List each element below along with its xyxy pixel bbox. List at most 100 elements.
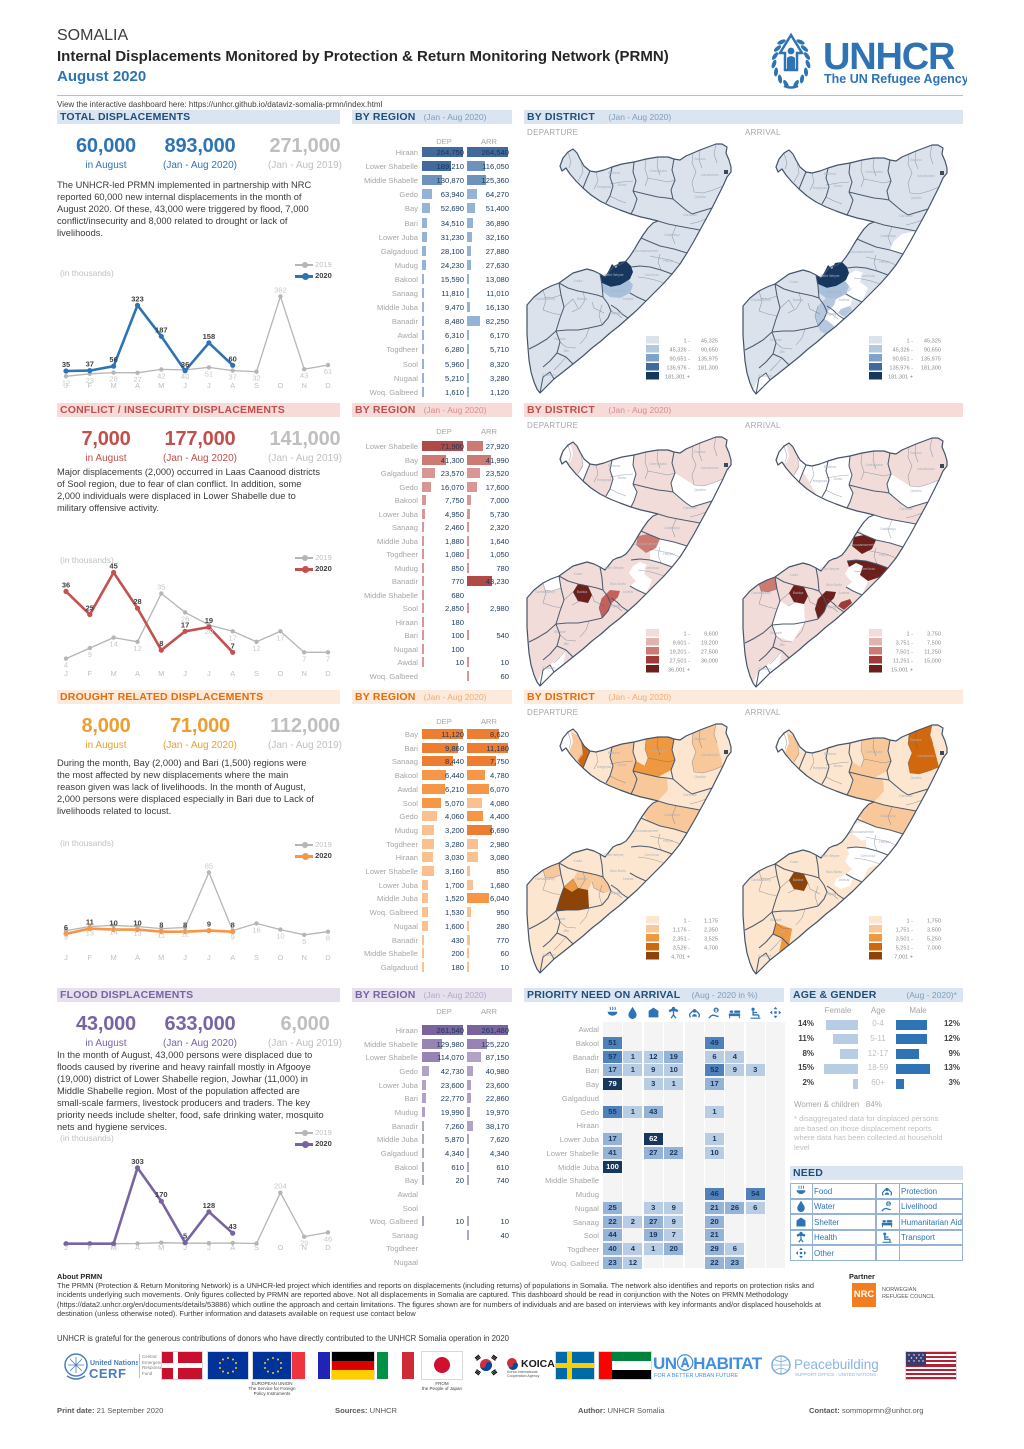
svg-text:J: J (207, 1243, 211, 1252)
svg-text:Burco: Burco (834, 184, 843, 188)
svg-text:M: M (110, 1243, 116, 1252)
svg-text:Hargeysa: Hargeysa (597, 185, 612, 189)
svg-text:Hargeysa: Hargeysa (813, 186, 828, 190)
svg-text:Gaalkacyo: Gaalkacyo (664, 813, 680, 817)
svg-text:61: 61 (324, 367, 332, 376)
svg-text:8: 8 (159, 921, 163, 930)
svg-text:Bu aale: Bu aale (770, 338, 782, 342)
svg-text:Hobyo: Hobyo (663, 839, 673, 843)
svg-text:A: A (230, 381, 235, 390)
svg-text:Jowhar: Jowhar (623, 877, 635, 881)
svg-text:Bulo Burto: Bulo Burto (610, 869, 626, 873)
svg-text:D: D (325, 669, 331, 678)
svg-text:J: J (207, 953, 211, 962)
svg-text:28: 28 (109, 375, 117, 384)
svg-text:Ceel buur: Ceel buur (645, 566, 661, 570)
svg-text:Garbahaarey: Garbahaarey (535, 297, 555, 301)
svg-text:Ceerigaabo: Ceerigaabo (649, 749, 667, 753)
svg-text:M: M (110, 953, 116, 962)
svg-text:Garbahaarey: Garbahaarey (751, 298, 771, 302)
svg-text:Garbahaarey: Garbahaarey (751, 878, 771, 882)
svg-text:Belet Weyne: Belet Weyne (604, 566, 623, 570)
svg-text:Berbera: Berbera (608, 171, 620, 175)
svg-text:29: 29 (300, 1239, 308, 1248)
svg-text:23: 23 (86, 376, 94, 385)
svg-text:Bu aale: Bu aale (554, 630, 566, 634)
svg-text:Iskushuban: Iskushuban (917, 467, 934, 471)
svg-text:11,250: 11,250 (924, 650, 941, 656)
svg-text:45,325: 45,325 (924, 339, 941, 345)
svg-text:Burco: Burco (618, 476, 627, 480)
svg-text:14: 14 (109, 640, 117, 649)
svg-text:Jilib: Jilib (779, 930, 785, 934)
svg-text:35: 35 (62, 360, 70, 369)
svg-text:UNHCR: UNHCR (823, 36, 955, 78)
svg-text:M: M (158, 381, 164, 390)
svg-text:S: S (254, 953, 259, 962)
svg-text:Ceel buur: Ceel buur (861, 567, 877, 571)
svg-text:FOR A BETTER URBAN FUTURE: FOR A BETTER URBAN FUTURE (654, 1373, 738, 1379)
svg-text:27,501 -: 27,501 - (669, 659, 690, 665)
svg-text:Ceel buur: Ceel buur (645, 853, 661, 857)
svg-text:Xudur: Xudur (573, 572, 583, 576)
svg-text:Iskushuban: Iskushuban (701, 173, 718, 177)
svg-text:Afgooye: Afgooye (610, 891, 623, 895)
svg-text:170: 170 (155, 1190, 168, 1199)
svg-text:158: 158 (203, 332, 216, 341)
svg-text:323: 323 (131, 294, 144, 303)
svg-text:20: 20 (205, 627, 213, 636)
svg-text:Qardho: Qardho (910, 196, 921, 200)
svg-text:187: 187 (155, 325, 168, 334)
svg-text:3,525: 3,525 (704, 937, 718, 943)
svg-text:Garoowe: Garoowe (683, 213, 697, 217)
svg-text:90,650: 90,650 (924, 348, 941, 354)
svg-text:J: J (64, 669, 68, 678)
svg-text:26: 26 (181, 614, 189, 623)
svg-text:1,750: 1,750 (927, 919, 941, 925)
svg-text:Ceerigaabo: Ceerigaabo (649, 462, 667, 466)
svg-text:Belet Weyne: Belet Weyne (820, 567, 839, 571)
svg-text:J: J (64, 381, 68, 390)
svg-text:Dhuusamarreeb: Dhuusamarreeb (850, 543, 874, 547)
svg-text:J: J (207, 669, 211, 678)
svg-text:J: J (183, 669, 187, 678)
svg-text:Burco: Burco (618, 183, 627, 187)
svg-text:Ceel buur: Ceel buur (861, 274, 877, 278)
svg-text:1 -: 1 - (906, 339, 913, 345)
svg-text:11: 11 (86, 918, 94, 927)
svg-text:Burco: Burco (834, 764, 843, 768)
svg-text:5: 5 (302, 937, 306, 946)
svg-text:45,326 -: 45,326 - (892, 348, 913, 354)
svg-text:Garoowe: Garoowe (899, 214, 913, 218)
svg-text:9,601 -: 9,601 - (673, 641, 691, 647)
svg-text:45,326 -: 45,326 - (669, 348, 690, 354)
svg-text:Bu aale: Bu aale (770, 631, 782, 635)
svg-text:D: D (325, 381, 331, 390)
svg-text:9: 9 (231, 933, 235, 942)
svg-text:Dhuusamarreeb: Dhuusamarreeb (634, 249, 658, 253)
svg-text:Jilib: Jilib (563, 929, 569, 933)
svg-text:6: 6 (64, 923, 68, 932)
svg-text:204: 204 (274, 1182, 287, 1191)
svg-text:J: J (64, 953, 68, 962)
svg-text:Jilib: Jilib (563, 642, 569, 646)
svg-text:Xudur: Xudur (573, 859, 583, 863)
svg-text:Belet Weyne: Belet Weyne (820, 274, 839, 278)
svg-text:12: 12 (133, 644, 141, 653)
svg-text:A: A (135, 381, 140, 390)
svg-text:4: 4 (64, 661, 68, 670)
svg-text:Afgooye: Afgooye (826, 605, 839, 609)
svg-text:M: M (158, 953, 164, 962)
svg-text:17: 17 (276, 633, 284, 642)
svg-text:60: 60 (229, 354, 237, 363)
svg-text:Gaalkacyo: Gaalkacyo (880, 527, 896, 531)
svg-text:Hargeysa: Hargeysa (597, 765, 612, 769)
svg-text:Kismayo: Kismayo (542, 953, 555, 957)
svg-text:5,250: 5,250 (927, 937, 941, 943)
svg-text:128: 128 (203, 1201, 216, 1210)
svg-text:Qardho: Qardho (694, 775, 705, 779)
svg-text:12: 12 (181, 930, 189, 939)
svg-text:Hargeysa: Hargeysa (813, 479, 828, 483)
svg-text:SUPPORT OFFICE · UNITED NATION: SUPPORT OFFICE · UNITED NATIONS (795, 1372, 876, 1377)
svg-text:Burco: Burco (834, 477, 843, 481)
